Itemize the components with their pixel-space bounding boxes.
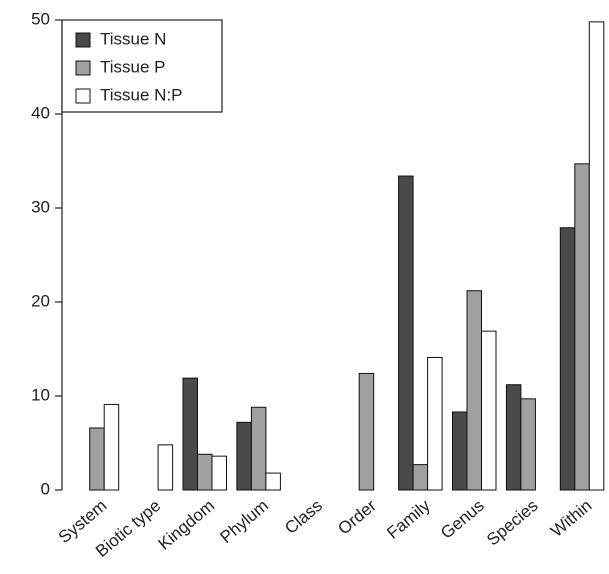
- bar: [103, 403, 120, 491]
- legend-label: Tissue N: [100, 29, 166, 48]
- y-tick-label: 20: [31, 291, 50, 310]
- x-tick-label: Species: [483, 496, 542, 549]
- bar: [358, 372, 375, 491]
- bar: [182, 377, 198, 491]
- y-tick-label: 30: [31, 197, 50, 216]
- bar: [505, 384, 522, 491]
- x-tick-label: Within: [547, 496, 595, 541]
- x-tick-label: Order: [334, 496, 380, 539]
- x-tick-label: Kingdom: [155, 496, 219, 554]
- legend-swatch: [75, 88, 91, 104]
- bar: [157, 444, 174, 491]
- y-tick-label: 10: [31, 385, 50, 404]
- bar: [412, 464, 429, 491]
- x-tick-label: Phylum: [216, 496, 272, 547]
- bar: [236, 421, 252, 491]
- bar: [197, 453, 213, 491]
- y-tick-label: 0: [41, 479, 50, 498]
- bar: [588, 21, 605, 491]
- x-tick-label: Genus: [437, 496, 488, 543]
- bar: [481, 330, 497, 491]
- bar: [211, 455, 227, 491]
- bar: [398, 175, 414, 491]
- y-tick-label: 50: [31, 9, 50, 28]
- x-tick-label: Class: [281, 496, 326, 538]
- bar: [520, 398, 536, 491]
- legend-swatch: [75, 32, 91, 48]
- bar: [559, 227, 576, 491]
- legend-label: Tissue P: [100, 57, 166, 76]
- bar: [427, 356, 443, 491]
- bar: [466, 290, 482, 491]
- x-tick-label: Family: [383, 496, 434, 543]
- bar: [250, 406, 267, 491]
- bar: [265, 472, 281, 491]
- y-tick-label: 40: [31, 103, 50, 122]
- bar: [89, 427, 105, 491]
- bar: [452, 411, 468, 491]
- legend-label: Tissue N:P: [100, 85, 183, 104]
- bar: [574, 163, 590, 491]
- legend-swatch: [75, 60, 91, 76]
